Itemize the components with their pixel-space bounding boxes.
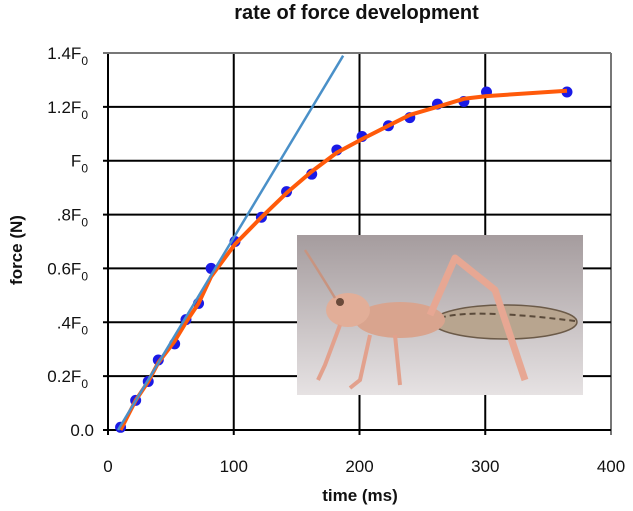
tangent-line xyxy=(116,55,345,431)
front-legs xyxy=(316,324,402,390)
y-tick-label: .4F0 xyxy=(57,313,89,337)
grasshopper-head xyxy=(326,293,370,327)
grasshopper-eye xyxy=(336,298,344,306)
hind-leg xyxy=(426,254,529,382)
y-tick-label: 0.0 xyxy=(70,421,94,440)
x-tick-label: 300 xyxy=(471,457,499,476)
antenna xyxy=(303,249,337,299)
x-axis-label: time (ms) xyxy=(322,486,398,505)
chart-title: rate of force development xyxy=(234,2,479,24)
y-tick-label: 0.2F0 xyxy=(47,367,88,391)
x-tick-label: 0 xyxy=(103,457,112,476)
wing-pattern xyxy=(439,312,576,322)
grasshopper-body xyxy=(355,302,445,338)
y-tick-label: 0.6F0 xyxy=(47,259,88,283)
x-tick-label: 400 xyxy=(597,457,625,476)
y-tick-label: 1.2F0 xyxy=(47,98,88,122)
x-tick-label: 200 xyxy=(345,457,373,476)
x-tick-label: 100 xyxy=(220,457,248,476)
grasshopper-photo xyxy=(297,235,583,395)
y-tick-label: F0 xyxy=(71,152,88,176)
y-tick-label: .8F0 xyxy=(57,206,89,230)
y-axis-label: force (N) xyxy=(7,215,26,285)
y-tick-label: 1.4F0 xyxy=(47,44,88,68)
